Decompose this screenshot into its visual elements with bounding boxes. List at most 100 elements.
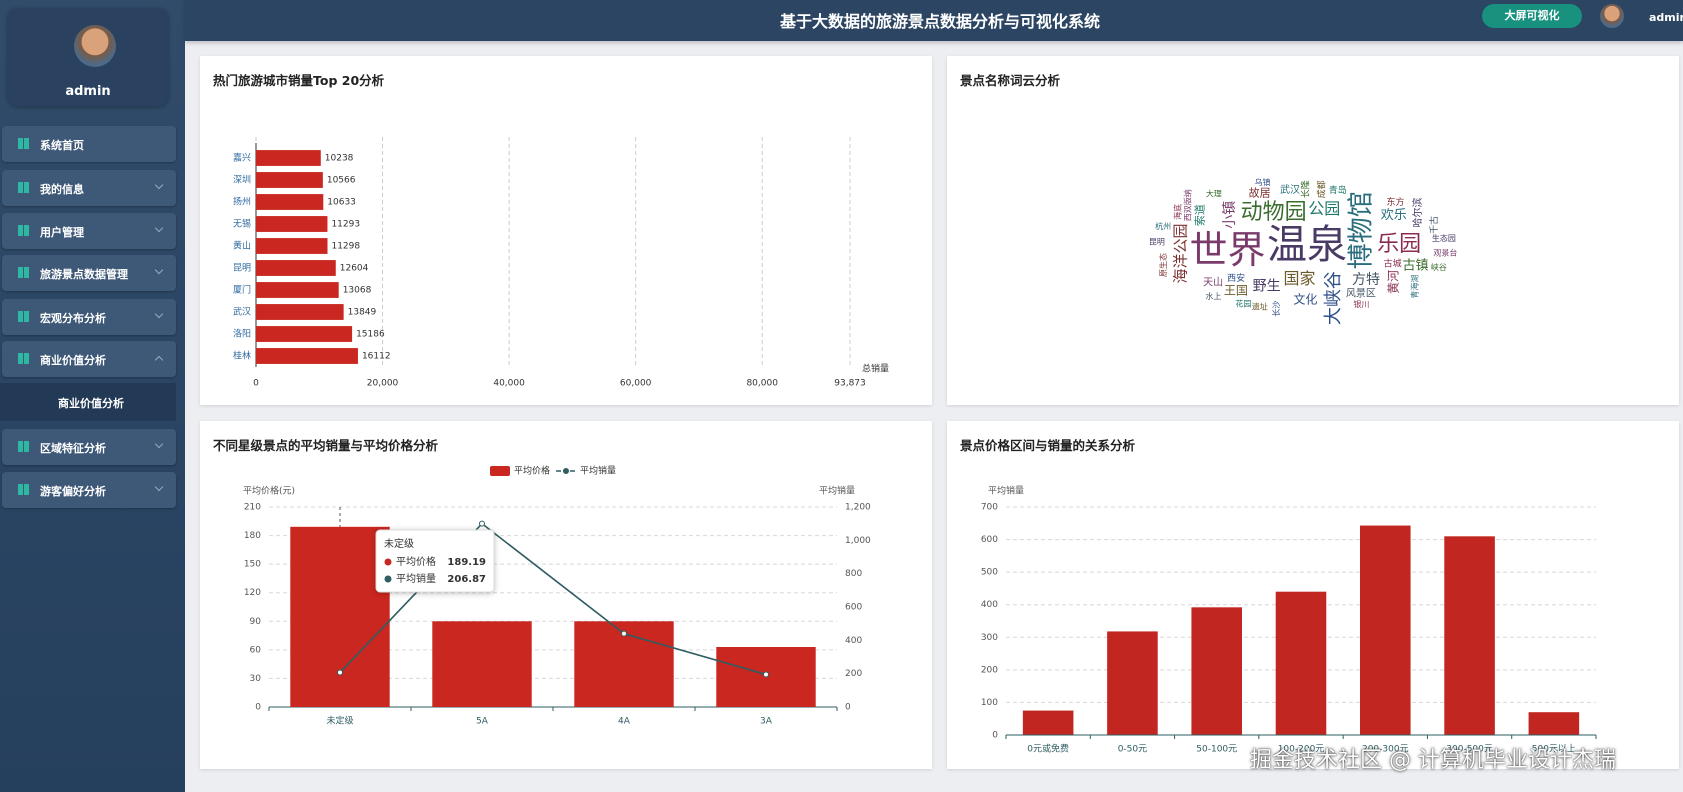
value-label: 12604	[340, 264, 369, 274]
word: 大理	[1206, 188, 1222, 198]
x-tick-label: 60,000	[620, 379, 652, 389]
y2-tick-label: 600	[845, 603, 862, 613]
x-axis-label: 总销量	[862, 363, 889, 375]
y-tick-label: 120	[244, 588, 261, 598]
point	[763, 671, 769, 678]
bar	[1191, 607, 1242, 735]
word: 峡谷	[1431, 262, 1447, 272]
tooltip-title: 未定级	[384, 537, 414, 550]
menu-item[interactable]: 商业价值分析	[2, 341, 176, 377]
x-tick-label: 0-50元	[1118, 745, 1147, 755]
word: 大峡谷	[1323, 271, 1344, 325]
x-tick-label: 40,000	[493, 379, 525, 389]
word: 王国	[1224, 283, 1248, 297]
word: 原生态	[1158, 253, 1168, 277]
watermark: 掘金技术社区 @ 计算机毕业设计杰瑞	[1250, 748, 1616, 773]
bar	[256, 194, 324, 210]
x-tick-label: 0	[253, 379, 259, 389]
bar	[432, 621, 532, 707]
chart-title: 不同星级景点的平均销量与平均价格分析	[213, 438, 439, 453]
bar	[1107, 631, 1158, 735]
x-tick-label: 93,873	[834, 379, 866, 389]
bar	[1528, 712, 1580, 735]
menu-item[interactable]: 旅游景点数据管理	[2, 255, 176, 291]
chart: 0 100 200 300 400 500 600 700 平均销量 0元或免费 0-50元 50-1…	[981, 485, 1597, 755]
x-tick-label: 100-200元	[1278, 745, 1325, 755]
menu-item[interactable]: 宏观分布分析	[2, 299, 176, 335]
x-tick-label: 3A	[760, 717, 773, 727]
menu-item[interactable]: 我的信息	[2, 170, 176, 206]
y-tick-label: 桂林	[233, 350, 251, 362]
word: 公园	[1308, 199, 1340, 218]
word: 小镇	[1222, 201, 1238, 229]
y-tick-label: 300	[981, 633, 998, 643]
y-tick-label: 500	[981, 568, 998, 578]
bar	[256, 238, 328, 254]
word: 天山	[1203, 277, 1223, 289]
x-tick-label: 80,000	[746, 379, 778, 389]
menu-item[interactable]: 系统首页	[2, 126, 176, 162]
word: 文化	[1293, 291, 1317, 306]
word: 成都	[1315, 180, 1327, 198]
legend-swatch	[563, 468, 569, 474]
screen-button[interactable]: 大屏可视化	[1482, 4, 1582, 28]
y-tick-label: 嘉兴	[233, 152, 251, 164]
header: 基于大数据的旅游景点数据分析与可视化系统 大屏可视化 admin	[185, 0, 1683, 41]
word: 哈尔滨	[1411, 198, 1424, 228]
menu-label: 系统首页	[40, 139, 84, 152]
point	[479, 520, 485, 527]
y-tick-label: 210	[244, 503, 261, 513]
user-name: admin	[65, 84, 111, 99]
word: 风景区	[1346, 287, 1376, 299]
word: 古城	[1384, 257, 1402, 269]
menu-item[interactable]: 用户管理	[2, 213, 176, 249]
x-tick-label: 300-500元	[1446, 745, 1493, 755]
value-label: 13849	[348, 308, 377, 318]
word: 西安	[1227, 272, 1245, 284]
menu-label: 宏观分布分析	[40, 312, 106, 325]
legend-swatch	[490, 466, 510, 476]
page-title: 基于大数据的旅游景点数据分析与可视化系统	[779, 12, 1100, 31]
word: 长隆	[1299, 180, 1311, 198]
y-tick-label: 洛阳	[233, 328, 251, 340]
header-user[interactable]: admin	[1649, 11, 1683, 24]
word: 海底	[1172, 204, 1182, 220]
tooltip-value: 189.19	[447, 557, 486, 568]
word: 银川	[1353, 299, 1369, 309]
word: 欢乐	[1381, 208, 1407, 223]
x-tick-label: 200-300元	[1362, 745, 1409, 755]
bar	[256, 172, 323, 188]
value-label: 11298	[331, 242, 360, 252]
y-axis-label: 平均销量	[988, 485, 1024, 497]
word: 昆明	[1149, 237, 1165, 246]
value-label: 10566	[327, 176, 356, 186]
tooltip	[375, 529, 495, 593]
avatar	[74, 25, 116, 67]
point	[621, 630, 627, 637]
menu-label: 区域特征分析	[40, 442, 106, 455]
x-tick-label: 未定级	[326, 715, 353, 727]
y-tick-label: 武汉	[233, 306, 251, 318]
word: 故居	[1249, 186, 1271, 200]
value-label: 10633	[327, 198, 356, 208]
y-tick-label: 90	[250, 617, 262, 627]
word: 国家	[1283, 269, 1315, 288]
submenu-item[interactable]: 商业价值分析	[0, 383, 176, 421]
y-tick-label: 0	[255, 703, 261, 713]
chart-title: 景点名称词云分析	[960, 73, 1061, 88]
x-tick-label: 20,000	[367, 379, 399, 389]
bar	[1444, 536, 1495, 735]
y-tick-label: 黄山	[233, 240, 251, 252]
sidebar: admin 系统首页 我的信息 用户管理 旅游景点数据管理 宏观分布分析 商业价…	[0, 0, 185, 792]
menu-item[interactable]: 区域特征分析	[2, 429, 176, 465]
bar	[1360, 525, 1411, 735]
word: 方特	[1352, 272, 1380, 288]
bar	[256, 348, 358, 364]
y-tick-label: 昆明	[233, 263, 251, 274]
menu-item[interactable]: 游客偏好分析	[2, 472, 176, 508]
y-tick-label: 扬州	[233, 196, 251, 208]
word: 古镇	[1402, 259, 1428, 274]
tooltip-marker	[384, 558, 392, 566]
